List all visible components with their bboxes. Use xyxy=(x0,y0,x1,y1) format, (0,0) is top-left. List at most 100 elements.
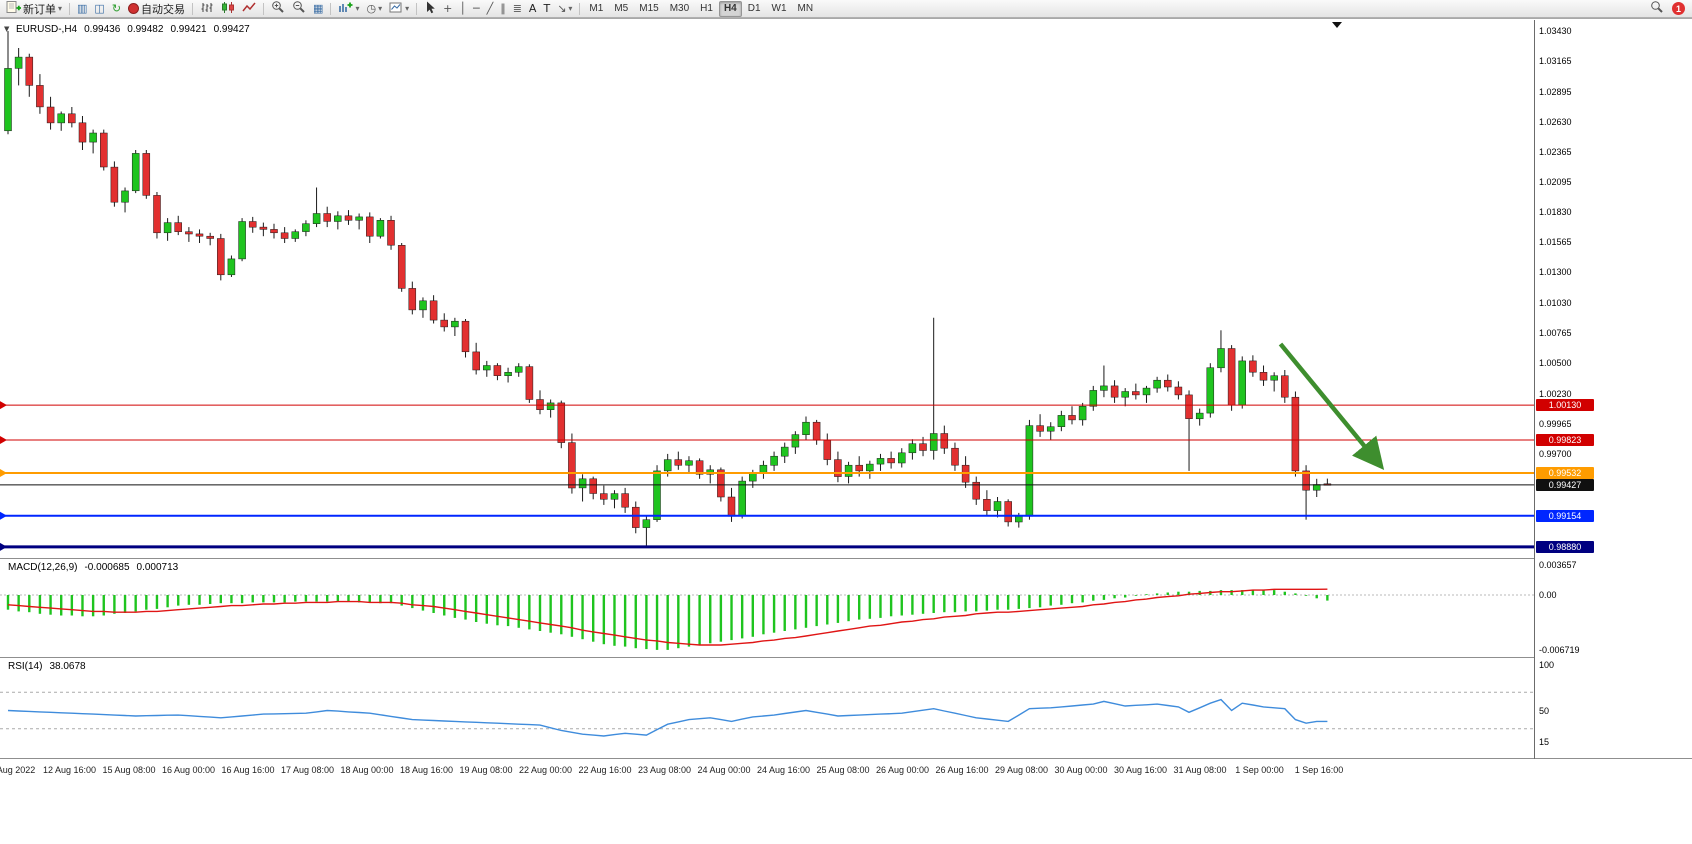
templates-button[interactable]: ▾ xyxy=(386,1,412,16)
toolbar-separator xyxy=(416,2,418,15)
search-icon xyxy=(1650,0,1664,17)
macd-axis-tick: 0.00 xyxy=(1539,590,1557,600)
vertical-line-icon: │ xyxy=(459,2,466,15)
timeframe-m5[interactable]: M5 xyxy=(614,3,629,14)
toolbar: 新订单 ▾ ▥ ◫ ↻ 自动交易 ▦ ▾ xyxy=(0,0,1692,18)
panel-divider[interactable] xyxy=(0,657,1534,658)
profiles-button[interactable]: ◫ xyxy=(91,1,107,16)
new-order-button[interactable]: 新订单 ▾ xyxy=(3,1,65,16)
one-click-collapse-icon[interactable]: ▼ xyxy=(4,25,10,33)
price-tick: 0.99965 xyxy=(1539,418,1572,429)
price-axis-separator xyxy=(1534,20,1535,760)
template-icon xyxy=(389,1,403,17)
price-level-label: 0.98880 xyxy=(1536,540,1594,553)
clock-icon: ◷ xyxy=(366,2,377,15)
fibonacci-tool-button[interactable]: ≣ xyxy=(510,1,525,16)
price-tick: 1.00765 xyxy=(1539,328,1572,339)
timeframe-m30[interactable]: M30 xyxy=(669,3,690,14)
rsi-value: 38.0678 xyxy=(49,661,86,672)
zoom-in-button[interactable] xyxy=(268,1,288,16)
macd-axis[interactable]: 0.003657 0.00 -0.006719 xyxy=(1535,560,1692,656)
trendline-tool-button[interactable]: ╱ xyxy=(484,1,497,16)
arrow-icon: ↘ xyxy=(557,2,567,15)
search-button[interactable] xyxy=(1647,1,1667,16)
crosshair-tool-button[interactable]: + xyxy=(440,1,455,16)
notification-badge[interactable]: 1 xyxy=(1672,2,1685,15)
toolbar-separator xyxy=(579,2,581,15)
refresh-button[interactable]: ↻ xyxy=(109,1,124,16)
tile-windows-button[interactable]: ▦ xyxy=(310,1,326,16)
ohlc-close: 0.99427 xyxy=(213,24,250,35)
timeframe-d1[interactable]: D1 xyxy=(747,3,761,14)
time-tick: 22 Aug 00:00 xyxy=(518,765,573,775)
time-tick: 24 Aug 00:00 xyxy=(697,765,751,775)
price-tick: 1.01830 xyxy=(1539,207,1572,218)
periods-button[interactable]: ◷ ▾ xyxy=(363,1,385,16)
zoom-out-button[interactable] xyxy=(289,1,309,16)
bar-chart-type-button[interactable] xyxy=(197,1,217,16)
trendline-icon: ╱ xyxy=(486,2,494,15)
text-tool-button[interactable]: A xyxy=(526,1,540,16)
candlestick-chart-type-button[interactable] xyxy=(218,1,238,16)
time-tick: 16 Aug 00:00 xyxy=(161,765,216,775)
line-chart-type-button[interactable] xyxy=(239,1,259,16)
time-tick: 12 Aug 2022 xyxy=(0,765,36,775)
panel-divider[interactable] xyxy=(0,558,1534,559)
price-level-label: 1.00130 xyxy=(1536,399,1594,412)
time-tick: 24 Aug 16:00 xyxy=(756,765,811,775)
rsi-axis-tick: 100 xyxy=(1539,660,1555,670)
time-tick: 1 Sep 16:00 xyxy=(1294,765,1344,775)
time-axis-separator xyxy=(0,758,1692,759)
autotrade-label: 自动交易 xyxy=(141,3,186,16)
arrows-tool-button[interactable]: ↘ ▾ xyxy=(554,1,575,16)
autotrade-button[interactable]: 自动交易 xyxy=(125,1,188,16)
zoom-out-icon xyxy=(292,0,306,17)
channel-tool-button[interactable]: ∥ xyxy=(497,1,509,16)
vertical-line-tool-button[interactable]: │ xyxy=(456,1,469,16)
bar-chart-icon xyxy=(200,1,214,17)
macd-axis-tick: -0.006719 xyxy=(1539,645,1580,656)
label-tool-button[interactable]: T xyxy=(540,1,553,16)
toolbar-separator xyxy=(330,2,332,15)
time-axis[interactable]: 12 Aug 2022 12 Aug 16:00 15 Aug 08:00 16 Au… xyxy=(0,759,1692,783)
price-axis[interactable]: 1.03430 1.03165 1.02895 1.02630 1.02365 1.020… xyxy=(1535,21,1692,558)
time-tick: 30 Aug 16:00 xyxy=(1113,765,1168,775)
price-tick: 1.02095 xyxy=(1539,177,1572,188)
cursor-tool-button[interactable] xyxy=(421,1,439,16)
price-level-label: 0.99154 xyxy=(1536,509,1594,522)
price-tick: 0.99700 xyxy=(1539,448,1572,459)
time-tick: 17 Aug 08:00 xyxy=(280,765,335,775)
price-tick: 1.03430 xyxy=(1539,26,1572,36)
timeframe-h1[interactable]: H1 xyxy=(700,3,713,14)
cursor-icon xyxy=(424,1,436,17)
rsi-axis[interactable]: 100 50 15 xyxy=(1535,659,1692,758)
horizontal-line-icon: ─ xyxy=(472,2,480,15)
timeframe-mn[interactable]: MN xyxy=(797,3,814,14)
chevron-down-icon: ▾ xyxy=(405,4,410,13)
rsi-canvas[interactable] xyxy=(0,659,1534,758)
time-tick: 1 Sep 00:00 xyxy=(1235,765,1284,775)
chevron-down-icon: ▾ xyxy=(355,4,360,13)
macd-canvas[interactable] xyxy=(0,560,1534,656)
charts-window-button[interactable]: ▥ xyxy=(74,1,90,16)
price-chart-canvas[interactable] xyxy=(0,21,1534,558)
crosshair-icon: + xyxy=(443,2,453,15)
timeframe-h4[interactable]: H4 xyxy=(718,0,742,17)
rsi-name: RSI(14) xyxy=(8,661,43,672)
timeframe-w1[interactable]: W1 xyxy=(771,3,787,14)
timeframe-m15[interactable]: M15 xyxy=(639,3,659,14)
toolbar-separator xyxy=(263,2,265,15)
chevron-down-icon: ▾ xyxy=(568,4,573,13)
time-tick: 16 Aug 16:00 xyxy=(221,765,275,775)
timeframe-m1[interactable]: M1 xyxy=(589,3,604,14)
indicators-button[interactable]: ▾ xyxy=(335,1,362,16)
time-tick: 12 Aug 16:00 xyxy=(42,765,97,775)
price-tick: 1.01565 xyxy=(1539,237,1572,248)
horizontal-line-tool-button[interactable]: ─ xyxy=(470,1,483,16)
time-tick: 18 Aug 16:00 xyxy=(399,765,454,775)
zoom-in-icon xyxy=(271,0,285,17)
chevron-down-icon: ▾ xyxy=(378,4,383,13)
line-chart-icon xyxy=(242,1,256,17)
new-order-label: 新订单 xyxy=(23,3,56,16)
